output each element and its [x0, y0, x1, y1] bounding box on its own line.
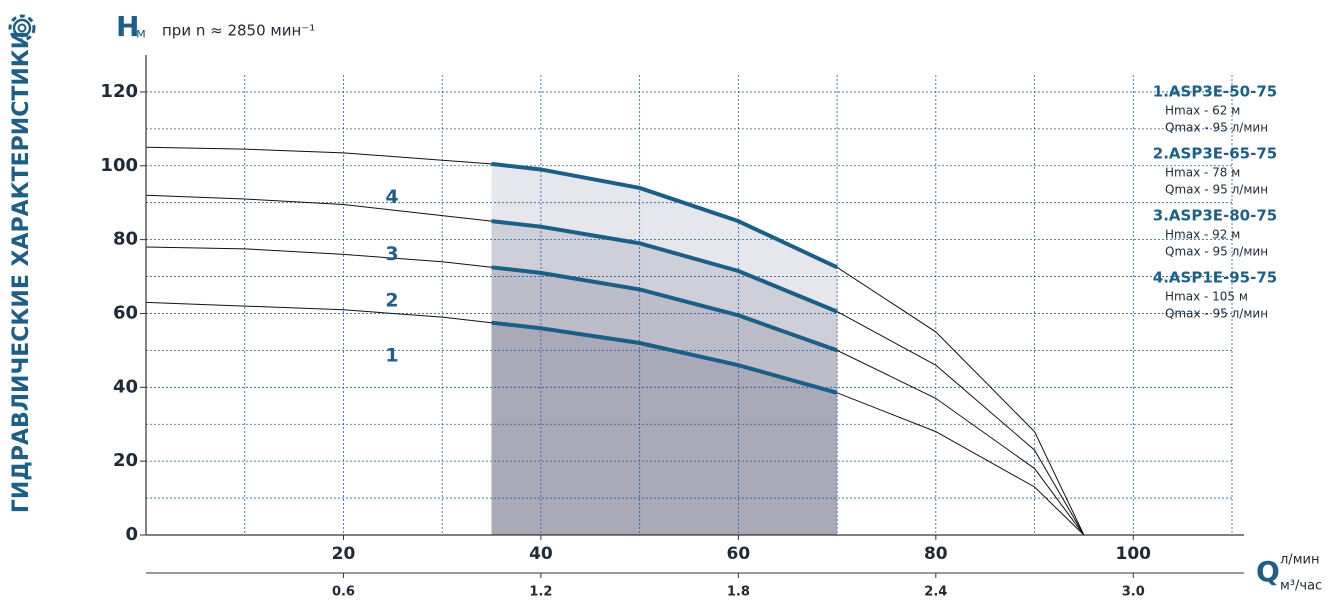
- curve-operating: [491, 265, 838, 353]
- y-tick-label: 40: [113, 376, 138, 397]
- curve-label: 3: [385, 243, 398, 265]
- y-tick-label: 100: [100, 155, 138, 176]
- curve-label: 2: [385, 289, 398, 311]
- x-tick-label: 80: [924, 544, 948, 564]
- legend-detail: Qmax - 95 л/мин: [1165, 183, 1268, 197]
- legend-detail: Qmax - 95 л/мин: [1165, 121, 1268, 135]
- y-label: H: [116, 10, 139, 43]
- x2-tick-label: 0.6: [332, 585, 355, 600]
- operating-area: [491, 322, 838, 535]
- curve-operating: [491, 219, 838, 314]
- legend-detail: Qmax - 95 л/мин: [1165, 307, 1268, 321]
- x2-tick-label: 1.2: [529, 585, 552, 600]
- x-tick-label: 20: [332, 544, 356, 564]
- subtitle: при n ≈ 2850 мин⁻¹: [162, 22, 315, 40]
- side-title: ГИДРАВЛИЧЕСКИЕ ХАРАКТЕРИСТИКИ: [9, 31, 34, 513]
- gear-icon: [8, 14, 36, 42]
- x-tick-label: 60: [727, 544, 751, 564]
- legend-detail: Hmax - 78 м: [1165, 166, 1240, 180]
- x-tick-label: 40: [529, 544, 553, 564]
- curve-operating: [491, 320, 838, 395]
- x2-tick-label: 3.0: [1122, 585, 1145, 600]
- y-tick-label: 120: [100, 81, 138, 102]
- legend-detail: Hmax - 92 м: [1165, 228, 1240, 242]
- x-label: Q: [1256, 555, 1280, 588]
- x-unit: л/мин: [1280, 553, 1319, 568]
- legend-detail: Hmax - 62 м: [1165, 104, 1240, 118]
- x2-tick-label: 2.4: [924, 585, 947, 600]
- legend-name: 1.ASP3E-50-75: [1153, 83, 1277, 101]
- legend-detail: Hmax - 105 м: [1165, 290, 1248, 304]
- x-tick-label: 100: [1116, 544, 1152, 564]
- y-unit: м: [136, 27, 146, 42]
- x2-unit: м³/час: [1280, 579, 1322, 594]
- legend-name: 3.ASP3E-80-75: [1153, 207, 1277, 225]
- curve-label: 4: [385, 186, 398, 208]
- y-tick-label: 20: [113, 450, 138, 471]
- legend-detail: Qmax - 95 л/мин: [1165, 245, 1268, 259]
- x2-tick-label: 1.8: [727, 585, 750, 600]
- y-tick-label: 80: [113, 229, 138, 250]
- legend-name: 2.ASP3E-65-75: [1153, 145, 1277, 163]
- y-tick-label: 0: [125, 524, 138, 545]
- legend-name: 4.ASP1E-95-75: [1153, 269, 1277, 287]
- y-tick-label: 60: [113, 302, 138, 323]
- curve-label: 1: [385, 345, 398, 367]
- curve-operating: [491, 161, 838, 270]
